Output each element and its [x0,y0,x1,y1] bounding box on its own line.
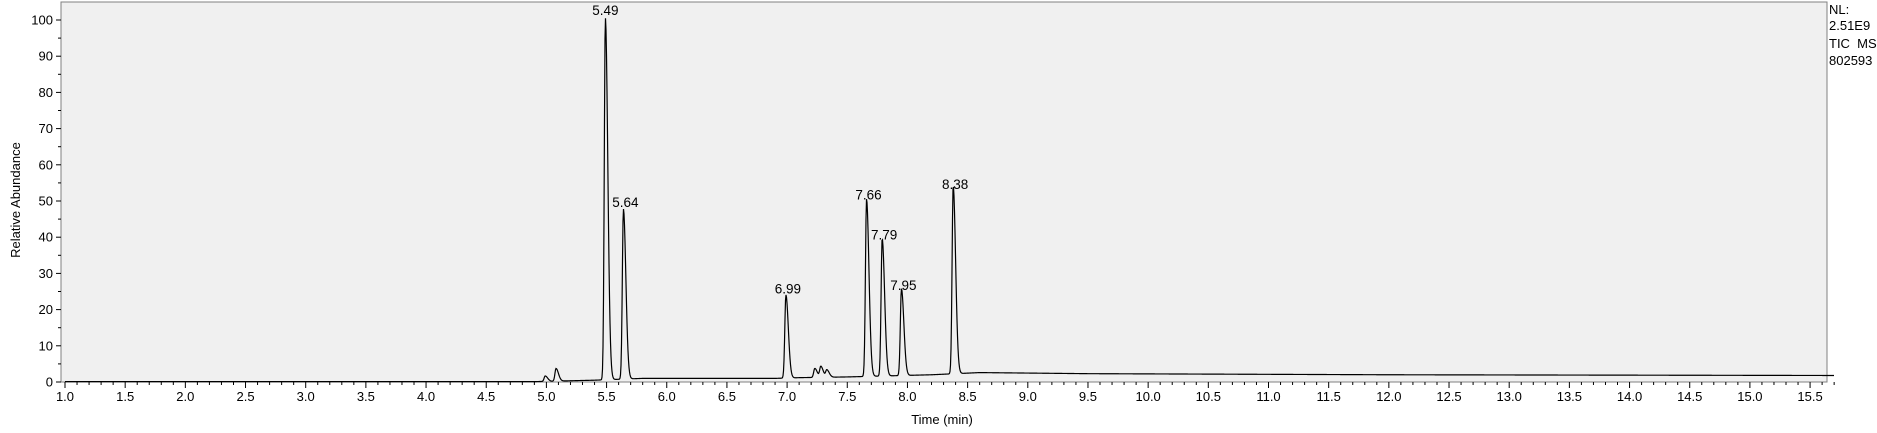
y-tick-label: 80 [39,85,53,100]
x-tick-label: 10.0 [1135,389,1160,404]
peak-label: 5.49 [592,3,618,18]
y-tick-label: 30 [39,266,53,281]
x-tick-label: 11.5 [1317,389,1341,404]
x-tick-label: 6.0 [658,389,676,404]
y-tick-label: 60 [39,157,53,172]
x-tick-label: 9.0 [1019,389,1037,404]
x-tick-label: 7.5 [838,389,856,404]
x-tick-label: 3.0 [297,389,315,404]
y-tick-label: 100 [31,13,53,28]
x-tick-label: 13.0 [1497,389,1522,404]
info-block: NL: 2.51E9 TIC MS 802593 [1829,2,1877,68]
y-tick-label: 10 [39,338,53,353]
y-tick-marks [56,19,61,383]
peak-label: 5.64 [612,195,639,210]
x-tick-label: 4.0 [417,389,435,404]
y-tick-labels: 0 10 20 30 40 50 60 70 80 90 100 [31,13,53,390]
x-tick-label: 13.5 [1557,389,1582,404]
x-tick-label: 3.5 [357,389,375,404]
x-tick-label: 8.0 [898,389,916,404]
peak-label: 8.38 [942,177,968,192]
x-tick-label: 7.0 [778,389,796,404]
trace-type: TIC MS [1829,36,1877,51]
x-tick-label: 4.5 [477,389,495,404]
sample-id: 802593 [1829,53,1872,68]
x-tick-label: 12.5 [1436,389,1461,404]
peak-label: 7.95 [890,278,916,293]
x-tick-label: 1.0 [56,389,74,404]
x-tick-label: 1.5 [116,389,134,404]
x-tick-label: 15.0 [1737,389,1762,404]
x-tick-label: 5.5 [598,389,616,404]
x-tick-label: 9.5 [1079,389,1097,404]
x-tick-label: 14.0 [1617,389,1642,404]
x-tick-label: 6.5 [718,389,736,404]
y-tick-label: 50 [39,194,53,209]
y-tick-label: 90 [39,49,53,64]
x-tick-label: 5.0 [537,389,555,404]
peak-label: 6.99 [775,282,801,297]
x-tick-label: 2.5 [236,389,254,404]
y-tick-label: 70 [39,121,53,136]
x-tick-label: 10.5 [1196,389,1221,404]
y-axis-title: Relative Abundance [8,142,23,258]
peak-label: 7.79 [871,227,897,242]
x-tick-label: 12.0 [1376,389,1401,404]
nl-value: 2.51E9 [1829,18,1870,33]
x-tick-marks: 1.0 1.5 2.0 2.5 3.0 3.5 4.0 4.5 5.0 5.5 6.0 6.5 7.0 7… [56,382,1835,404]
x-tick-label: 11.0 [1256,389,1280,404]
x-tick-label: 8.5 [959,389,977,404]
peak-label: 7.66 [855,188,881,203]
x-axis-title: Time (min) [911,412,973,427]
x-tick-label: 14.5 [1677,389,1702,404]
x-tick-label: 2.0 [176,389,194,404]
y-tick-label: 40 [39,230,53,245]
plot-area [60,1,1828,383]
nl-label: NL: [1829,2,1849,17]
y-tick-label: 20 [39,302,53,317]
chromatogram-trace [65,18,1834,383]
x-tick-label: 15.5 [1797,389,1822,404]
y-tick-label: 0 [46,375,53,390]
peak-labels: 5.49 5.64 6.99 7.66 7.79 7.95 8.38 [592,3,968,297]
